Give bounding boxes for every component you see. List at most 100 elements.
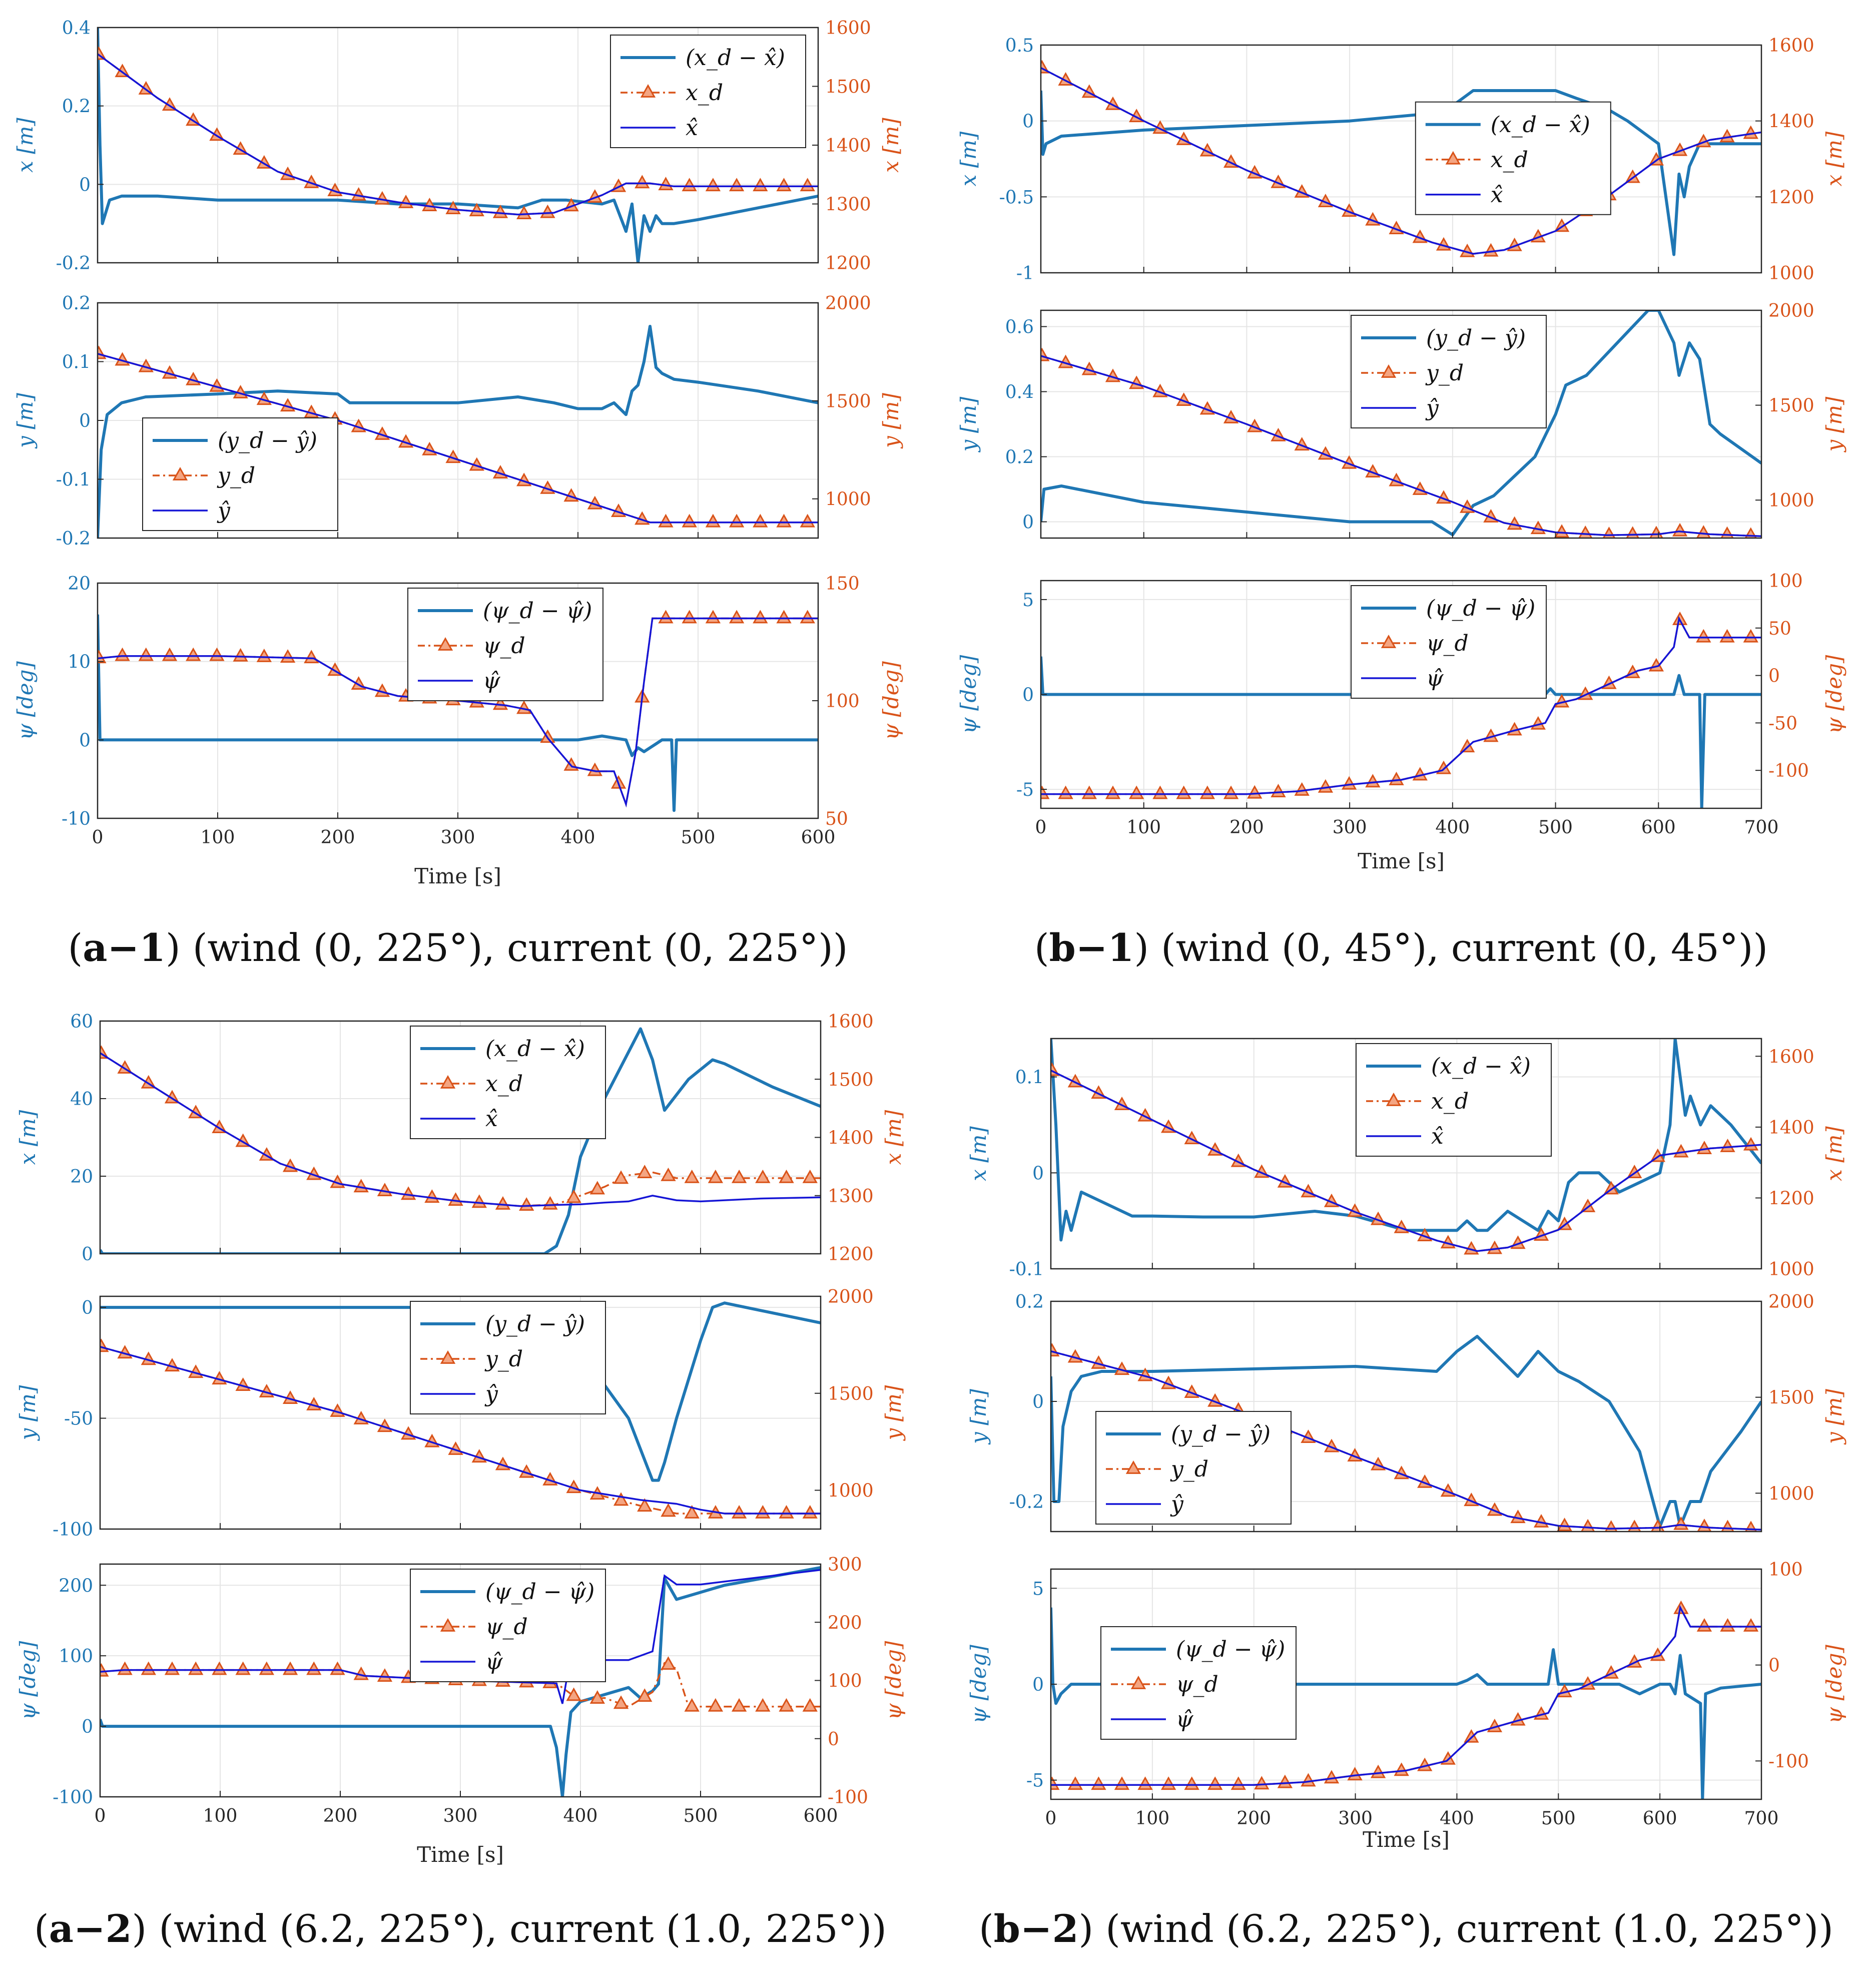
series-group bbox=[1041, 611, 1761, 808]
series-point-desired bbox=[422, 197, 437, 211]
series-point-desired bbox=[613, 1695, 629, 1709]
caption-tag: a−1 bbox=[83, 925, 166, 970]
y-axis-label-left: ψ [deg] bbox=[966, 1645, 991, 1724]
legend-label: ŷ bbox=[484, 1381, 498, 1407]
series-point-desired bbox=[1184, 1776, 1199, 1790]
legend-label: (y_d − ŷ) bbox=[218, 428, 317, 453]
tick-label-right: 1300 bbox=[828, 1186, 874, 1207]
series-group bbox=[1051, 1600, 1761, 1799]
series-point-desired bbox=[1341, 776, 1357, 790]
tick-label-x: 100 bbox=[1126, 817, 1161, 838]
series-point-desired bbox=[209, 647, 225, 661]
y-axis-label-right: ψ [deg] bbox=[881, 1641, 906, 1720]
series-point-desired bbox=[779, 1505, 794, 1519]
legend-label: ψ̂ bbox=[483, 668, 500, 694]
caption: (a−1) (wind (0, 225°), current (0, 225°)… bbox=[68, 925, 848, 970]
series-point-desired bbox=[1649, 526, 1663, 538]
legend: (x_d − x̂) x_d x̂ bbox=[610, 35, 806, 148]
series-point-desired bbox=[729, 610, 745, 624]
series-point-desired bbox=[138, 647, 154, 661]
tick-label-x: 100 bbox=[201, 827, 235, 848]
tick-label-left: 0.6 bbox=[1005, 317, 1034, 338]
tick-label-left: -0.1 bbox=[56, 470, 91, 490]
series-point-desired bbox=[1176, 785, 1191, 799]
tick-label-x: 600 bbox=[1643, 1808, 1677, 1829]
series-point-desired bbox=[731, 1169, 747, 1183]
series-group bbox=[1041, 60, 1761, 257]
panel-a2-x: 0 20 40 60 1200 1300 1400 1500 1600 x [m] x [m] (x_… bbox=[16, 1012, 906, 1265]
caption-tag: b−2 bbox=[994, 1906, 1079, 1951]
tick-label-left: 0 bbox=[1032, 1392, 1044, 1412]
tick-label-right: 0 bbox=[828, 1729, 839, 1750]
legend-label: (ψ_d − ψ̂) bbox=[1426, 596, 1535, 621]
tick-label-left: 200 bbox=[59, 1576, 93, 1596]
legend-box bbox=[1095, 1411, 1292, 1525]
tick-label-left: 0.4 bbox=[1005, 382, 1034, 403]
legend-label: ψ̂ bbox=[1176, 1707, 1193, 1732]
plot-frame bbox=[1050, 1300, 1762, 1533]
series-point-desired bbox=[259, 1661, 275, 1675]
series-point-desired bbox=[708, 1698, 724, 1712]
tick-label-left: 0 bbox=[82, 1244, 93, 1265]
series-point-desired bbox=[705, 610, 721, 624]
series-point-desired bbox=[1650, 1519, 1665, 1532]
tick-label-left: -0.2 bbox=[56, 529, 91, 549]
legend-marker-desired bbox=[1125, 1460, 1141, 1474]
series-point-desired bbox=[661, 1503, 676, 1517]
series-point-desired bbox=[98, 650, 107, 664]
tick-label-x: 600 bbox=[1641, 817, 1676, 838]
legend: (ψ_d − ψ̂) ψ_d ψ̂ bbox=[410, 1569, 606, 1682]
series-point-desired bbox=[1580, 1519, 1595, 1532]
legend-label: y_d bbox=[217, 463, 255, 488]
legend-box bbox=[1351, 315, 1547, 428]
tick-label-left: -0.1 bbox=[1009, 1259, 1044, 1280]
y-axis-label-left: y [m] bbox=[16, 1385, 40, 1441]
tick-label-left: 0 bbox=[1022, 685, 1034, 706]
x-axis-label: Time [s] bbox=[414, 864, 501, 888]
series-point-desired bbox=[566, 1687, 581, 1701]
legend-marker-desired bbox=[440, 1350, 456, 1364]
tick-label-right: 1000 bbox=[1768, 1259, 1814, 1280]
legend-marker-desired bbox=[1381, 364, 1397, 378]
tick-label-x: 100 bbox=[1135, 1808, 1169, 1829]
tick-label-right: 1600 bbox=[1768, 36, 1814, 56]
tick-label-x: 700 bbox=[1744, 1808, 1779, 1829]
series-point-desired bbox=[705, 178, 721, 192]
tick-label-left: 0 bbox=[1032, 1675, 1044, 1695]
series-point-desired bbox=[1365, 774, 1381, 788]
tick-label-right: 2000 bbox=[1768, 1292, 1814, 1312]
series-point-desired bbox=[1081, 785, 1097, 799]
legend-box bbox=[410, 1301, 606, 1414]
series-point-desired bbox=[1091, 1776, 1106, 1790]
tick-label-x: 500 bbox=[681, 827, 716, 848]
legend-label: y_d bbox=[1425, 360, 1464, 386]
series-line-error bbox=[98, 325, 818, 538]
series-point-desired bbox=[776, 178, 792, 192]
tick-label-left: 20 bbox=[68, 574, 91, 594]
legend-label: y_d bbox=[1170, 1456, 1208, 1482]
caption-paren-open: ( bbox=[979, 1906, 994, 1951]
tick-label-left: 0.2 bbox=[1005, 447, 1034, 468]
series-point-desired bbox=[1389, 771, 1404, 785]
legend-label: (y_d − ŷ) bbox=[485, 1311, 585, 1337]
tick-label-right: 100 bbox=[1768, 1560, 1803, 1580]
series-point-desired bbox=[469, 203, 484, 217]
series-point-desired bbox=[684, 1169, 700, 1183]
caption: (b−2) (wind (6.2, 225°), current (1.0, 2… bbox=[979, 1906, 1833, 1951]
series-point-desired bbox=[471, 1194, 487, 1208]
series-point-desired bbox=[637, 1688, 653, 1702]
series-point-desired bbox=[516, 205, 532, 219]
caption-text: ) (wind (0, 225°), current (0, 225°)) bbox=[166, 925, 848, 970]
tick-label-left: -100 bbox=[53, 1787, 93, 1808]
legend-label: x_d bbox=[1491, 147, 1528, 173]
tick-label-right: 1600 bbox=[1768, 1047, 1814, 1067]
panel-a2-y: -100 -50 0 1000 1500 2000 y [m] y [m] (y_d − ŷ)… bbox=[16, 1287, 906, 1540]
tick-label-left: -5 bbox=[1016, 780, 1034, 800]
tick-label-left: 5 bbox=[1022, 590, 1034, 611]
series-point-desired bbox=[1114, 1776, 1130, 1790]
caption-text: ) (wind (0, 45°), current (0, 45°)) bbox=[1134, 925, 1768, 970]
caption-paren-open: ( bbox=[68, 925, 83, 970]
legend-marker-desired bbox=[1386, 1092, 1402, 1106]
